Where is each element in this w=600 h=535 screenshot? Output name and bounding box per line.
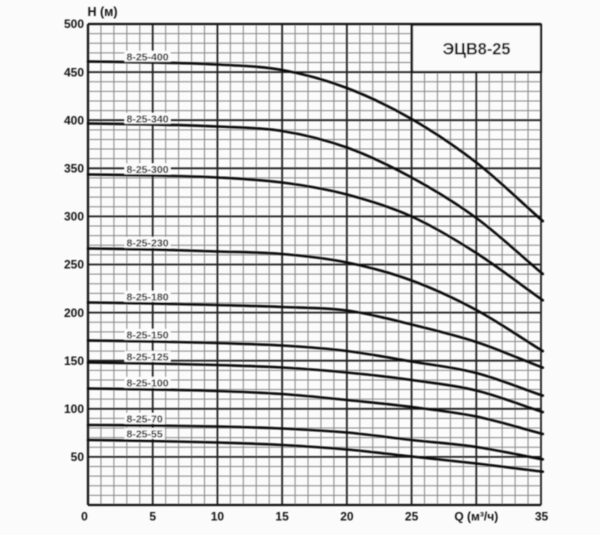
svg-text:50: 50	[71, 450, 85, 464]
svg-text:8-25-125: 8-25-125	[127, 352, 169, 364]
svg-text:8-25-300: 8-25-300	[127, 164, 169, 176]
svg-text:ЭЦВ8-25: ЭЦВ8-25	[443, 41, 511, 59]
svg-text:H (м): H (м)	[88, 5, 118, 19]
svg-text:5: 5	[149, 510, 156, 524]
svg-text:450: 450	[64, 65, 84, 79]
svg-text:250: 250	[64, 258, 84, 272]
svg-text:35: 35	[535, 510, 549, 524]
svg-text:300: 300	[64, 210, 84, 224]
svg-text:8-25-100: 8-25-100	[127, 378, 169, 390]
svg-text:8-25-230: 8-25-230	[127, 238, 169, 250]
svg-text:200: 200	[64, 306, 84, 320]
svg-text:Q (м³/ч): Q (м³/ч)	[454, 510, 498, 524]
svg-text:8-25-150: 8-25-150	[127, 330, 169, 342]
svg-text:8-25-180: 8-25-180	[127, 292, 169, 304]
svg-text:8-25-55: 8-25-55	[127, 429, 163, 441]
svg-text:150: 150	[64, 354, 84, 368]
svg-text:0: 0	[81, 510, 88, 524]
svg-text:8-25-70: 8-25-70	[127, 414, 163, 426]
svg-text:400: 400	[64, 113, 84, 127]
svg-text:25: 25	[405, 510, 419, 524]
svg-text:20: 20	[340, 510, 354, 524]
svg-text:350: 350	[64, 162, 84, 176]
svg-text:8-25-340: 8-25-340	[127, 114, 169, 126]
svg-text:8-25-400: 8-25-400	[127, 52, 169, 64]
svg-text:100: 100	[64, 402, 84, 416]
svg-text:500: 500	[64, 17, 84, 31]
svg-text:15: 15	[275, 510, 289, 524]
svg-text:10: 10	[211, 510, 225, 524]
